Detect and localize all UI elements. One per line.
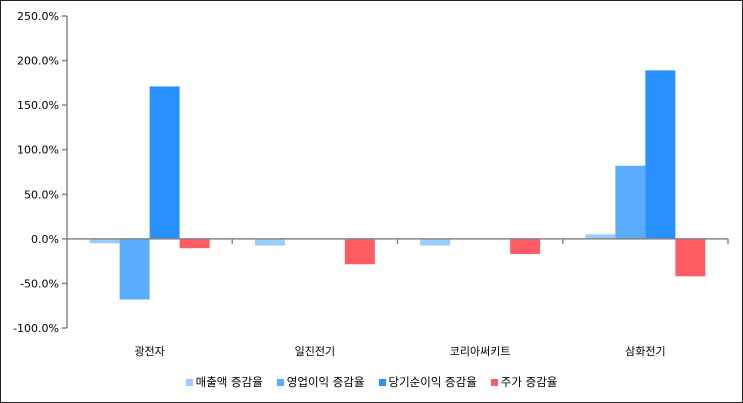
legend-swatch — [378, 378, 386, 386]
y-tick-label: 150.0% — [17, 99, 59, 112]
bar — [585, 234, 616, 239]
y-tick-label: -50.0% — [20, 277, 59, 290]
y-tick-label: -100.0% — [13, 322, 59, 335]
y-tick-label: 50.0% — [24, 188, 59, 201]
bar — [179, 238, 210, 249]
bar — [344, 238, 375, 265]
bar — [119, 238, 150, 300]
bar — [645, 70, 676, 239]
legend-swatch — [276, 378, 284, 386]
y-tick-label: 200.0% — [17, 55, 59, 68]
bar — [615, 165, 646, 239]
legend-item: 영업이익 증감율 — [276, 374, 365, 390]
legend-label: 영업이익 증감율 — [286, 375, 365, 389]
legend-swatch — [185, 378, 193, 386]
legend-item: 당기순이익 증감율 — [378, 374, 477, 390]
bar — [510, 238, 541, 255]
legend-label: 당기순이익 증감율 — [388, 375, 477, 389]
plot-area: -100.0% -50.0% 0.0% 50.0% 100.0% 150.0% 200.0%… — [13, 10, 729, 358]
bar — [149, 86, 180, 239]
bar — [89, 238, 120, 244]
legend-item: 매출액 증감율 — [185, 374, 263, 390]
legend: 매출액 증감율 영업이익 증감율 당기순이익 증감율 주가 증감율 — [1, 374, 742, 390]
x-tick-label: 코리아써키트 — [450, 345, 511, 358]
bar — [254, 238, 285, 246]
x-tick-label: 일진전기 — [295, 344, 335, 358]
legend-item: 주가 증감율 — [490, 374, 558, 390]
bar — [420, 238, 451, 246]
y-tick-label: 250.0% — [17, 10, 59, 23]
legend-label: 매출액 증감율 — [195, 375, 263, 389]
y-tick-label: 100.0% — [17, 144, 59, 157]
bar — [675, 238, 706, 277]
legend-label: 주가 증감율 — [500, 375, 558, 389]
x-tick-label: 삼화전기 — [625, 345, 665, 358]
y-tick-label: 0.0% — [31, 233, 59, 246]
x-tick-label: 광전자 — [134, 345, 164, 358]
legend-swatch — [490, 378, 498, 386]
